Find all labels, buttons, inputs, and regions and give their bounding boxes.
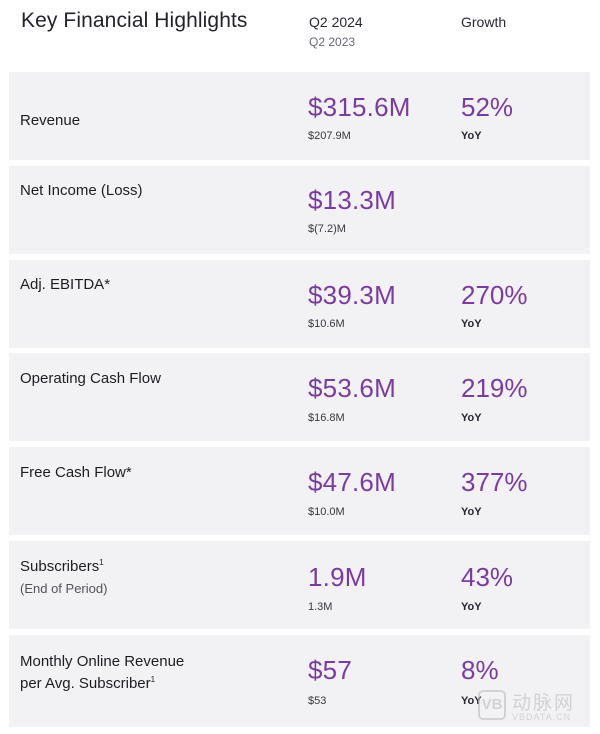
growth-value: 8% <box>461 655 499 685</box>
prior-value: $207.9M <box>308 130 351 142</box>
row-label-line1: Monthly Online Revenue <box>20 653 185 670</box>
row-sub-label: (End of Period) <box>20 581 108 596</box>
row-label-text: Subscribers <box>20 558 100 575</box>
current-value: $39.3M <box>308 280 396 310</box>
yoy-label: YoY <box>461 130 482 142</box>
page-title: Key Financial Highlights <box>21 9 248 32</box>
watermark-text: 动脉网 <box>512 692 576 714</box>
current-period-header: Q2 2024 <box>309 14 363 30</box>
row-label: Subscribers1 <box>20 556 104 577</box>
current-value: $315.6M <box>308 92 411 122</box>
growth-value: 377% <box>461 467 528 497</box>
row-label: Net Income (Loss) <box>20 182 143 199</box>
yoy-label: YoY <box>461 506 482 518</box>
row-label-line2: per Avg. Subscriber1 <box>20 673 155 694</box>
prior-period-header: Q2 2023 <box>309 35 356 49</box>
prior-value: $10.0M <box>308 506 345 518</box>
row-operating-cash-flow: Operating Cash Flow $53.6M $16.8M 219% Y… <box>9 353 590 441</box>
current-value: 1.9M <box>308 562 367 592</box>
row-label: Operating Cash Flow <box>20 370 161 387</box>
current-value: $13.3M <box>308 185 396 215</box>
row-revenue: Revenue $315.6M $207.9M 52% YoY <box>9 72 590 160</box>
prior-value: $16.8M <box>308 412 345 424</box>
growth-value: 43% <box>461 562 514 592</box>
table-header: Key Financial Highlights Q2 2024 Q2 2023… <box>0 0 600 70</box>
yoy-label: YoY <box>461 412 482 424</box>
prior-value: $10.6M <box>308 318 345 330</box>
watermark: VB 动脉网 VBDATA.CN <box>478 688 593 728</box>
watermark-logo-icon: VB <box>478 690 506 720</box>
yoy-label: YoY <box>461 318 482 330</box>
growth-value: 219% <box>461 373 528 403</box>
row-subscribers: Subscribers1 (End of Period) 1.9M 1.3M 4… <box>9 541 590 629</box>
growth-value: 52% <box>461 92 514 122</box>
prior-value: 1.3M <box>308 601 333 613</box>
growth-header: Growth <box>461 14 507 30</box>
current-value: $53.6M <box>308 373 396 403</box>
current-value: $47.6M <box>308 467 396 497</box>
footnote-marker: 1 <box>99 558 104 567</box>
current-value: $57 <box>308 655 352 685</box>
growth-value: 270% <box>461 280 528 310</box>
row-label: Adj. EBITDA* <box>20 276 111 293</box>
yoy-label: YoY <box>461 695 482 707</box>
row-label-text: per Avg. Subscriber <box>20 675 151 692</box>
footnote-marker: 1 <box>150 675 156 684</box>
prior-value: $(7.2)M <box>308 223 346 235</box>
row-label: Revenue <box>20 112 81 129</box>
row-adj-ebitda: Adj. EBITDA* $39.3M $10.6M 270% YoY <box>9 260 590 348</box>
yoy-label: YoY <box>461 601 482 613</box>
row-label: Free Cash Flow* <box>20 464 132 481</box>
row-monthly-online-revenue: Monthly Online Revenue per Avg. Subscrib… <box>9 635 590 727</box>
row-net-income: Net Income (Loss) $13.3M $(7.2)M <box>9 166 590 254</box>
row-free-cash-flow: Free Cash Flow* $47.6M $10.0M 377% YoY <box>9 447 590 535</box>
watermark-url: VBDATA.CN <box>512 712 572 722</box>
prior-value: $53 <box>308 695 327 707</box>
